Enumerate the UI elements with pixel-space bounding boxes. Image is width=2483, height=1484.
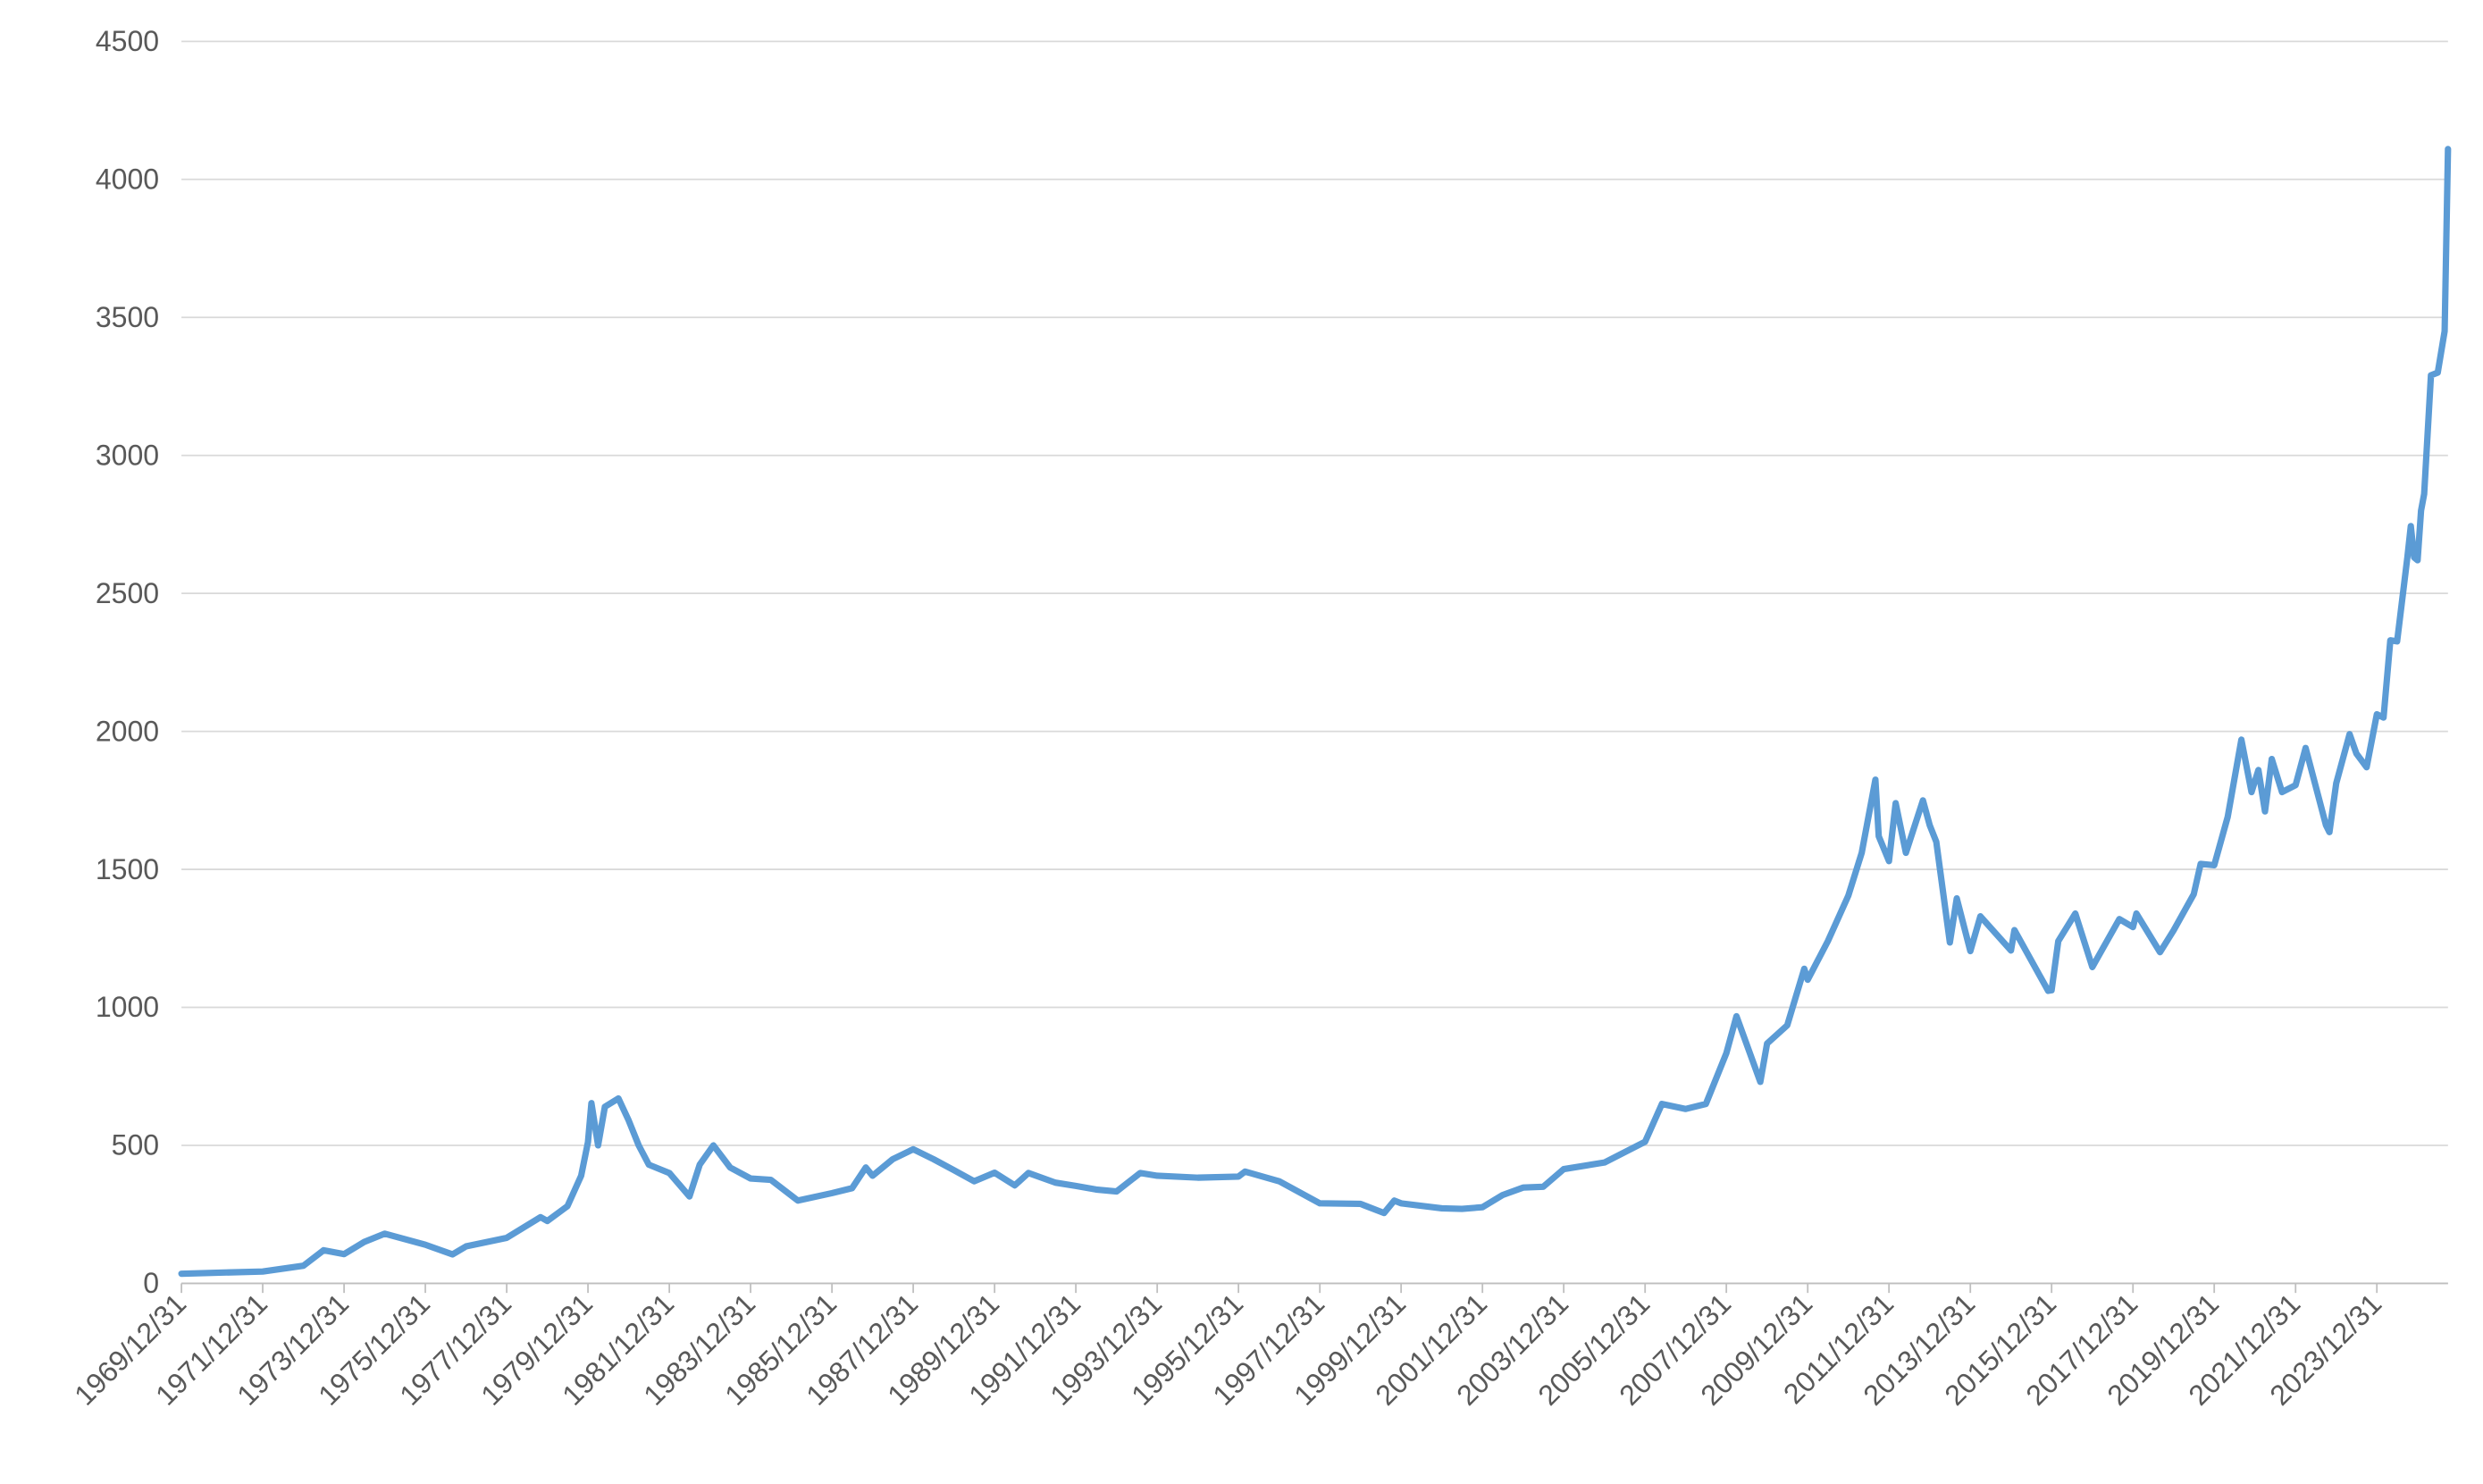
y-tick-label: 4500 bbox=[96, 25, 159, 57]
y-tick-label: 2500 bbox=[96, 577, 159, 609]
y-tick-label: 500 bbox=[112, 1129, 159, 1161]
y-tick-label: 2000 bbox=[96, 715, 159, 747]
y-tick-label: 0 bbox=[143, 1267, 159, 1299]
y-tick-label: 4000 bbox=[96, 163, 159, 195]
y-tick-label: 3500 bbox=[96, 301, 159, 333]
y-tick-label: 1500 bbox=[96, 853, 159, 885]
y-tick-label: 1000 bbox=[96, 991, 159, 1023]
y-tick-label: 3000 bbox=[96, 439, 159, 471]
line-series bbox=[178, 146, 2452, 1278]
